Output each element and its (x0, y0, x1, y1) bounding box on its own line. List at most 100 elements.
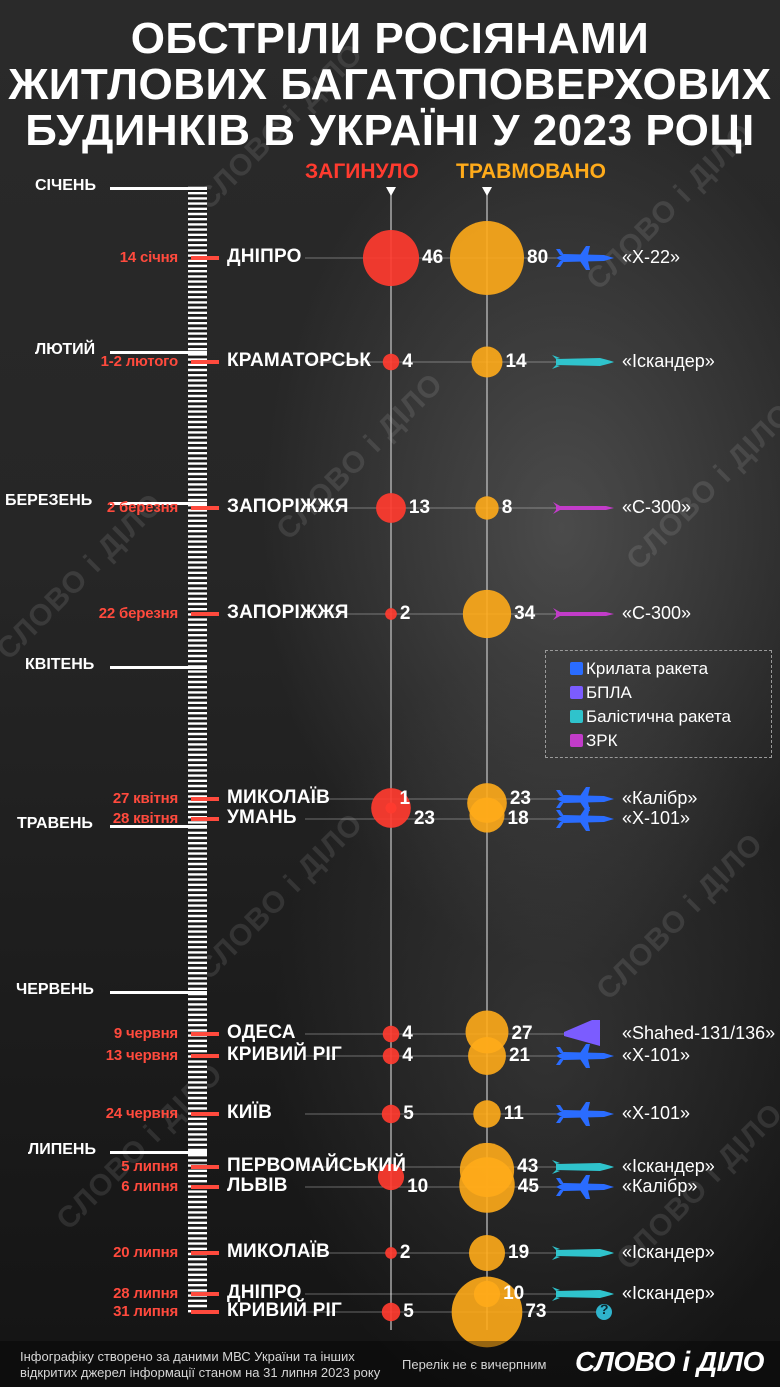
injured-bubble (468, 1234, 506, 1272)
legend-item: Крилата ракета (570, 659, 709, 679)
event-date: 6 липня (121, 1178, 178, 1195)
axis-arrow-icon (482, 187, 492, 196)
weapon-name: «Іскандер» (622, 1283, 715, 1303)
title-line-1: ОБСТРІЛИ РОСІЯНАМИ (130, 14, 650, 63)
unknown-weapon-label: ? (600, 1301, 609, 1317)
event-city: УМАНЬ (227, 807, 297, 828)
drone-icon (564, 1020, 600, 1046)
killed-bubble (385, 608, 397, 620)
weapon-legend: Крилата ракета БПЛА Балістична ракета ЗР… (545, 650, 772, 758)
date-marker (191, 1165, 219, 1169)
killed-count: 23 (413, 808, 435, 829)
event-date: 28 квітня (112, 810, 178, 827)
sam-icon (553, 502, 614, 514)
injured-bubble (459, 1157, 515, 1213)
injured-bubble (451, 1276, 523, 1348)
weapon-name: «Калібр» (622, 1176, 698, 1196)
legend-label: БПЛА (586, 683, 632, 702)
casualty-bubbles (362, 221, 524, 1348)
date-marker (191, 1054, 219, 1058)
killed-bubble (382, 353, 400, 371)
timeline-ruler (188, 186, 207, 1313)
legend-item: ЗРК (570, 731, 618, 751)
injured-count: 18 (507, 808, 529, 829)
killed-bubble (381, 1302, 401, 1322)
ballistic-missile-icon (552, 1160, 614, 1174)
ballistic-missile-icon (552, 1287, 614, 1301)
weapon-name: «Іскандер» (622, 351, 715, 371)
injured-count: 21 (508, 1045, 531, 1066)
injured-count: 23 (509, 788, 531, 809)
month-label: КВІТЕНЬ (25, 656, 95, 673)
date-marker (191, 797, 219, 801)
date-marker (191, 1032, 219, 1036)
killed-count: 13 (408, 497, 431, 518)
month-label: БЕРЕЗЕНЬ (5, 492, 93, 509)
event-date: 13 червня (105, 1047, 179, 1064)
event-city: МИКОЛАЇВ (227, 787, 331, 808)
cruise-missile-icon (556, 807, 614, 831)
event-date: 1-2 лютого (100, 353, 179, 370)
date-marker (191, 1251, 219, 1255)
date-marker (191, 1185, 219, 1189)
month-marker (110, 666, 207, 669)
killed-count: 5 (403, 1103, 414, 1124)
injured-count: 45 (517, 1176, 539, 1197)
killed-count: 2 (399, 603, 411, 624)
event-city: КРАМАТОРСЬК (227, 350, 372, 371)
month-label: ЧЕРВЕНЬ (16, 981, 94, 998)
cruise-missile-swatch (570, 662, 583, 675)
injured-bubble (468, 1037, 506, 1075)
date-marker (191, 506, 219, 510)
injured-count: 73 (525, 1301, 547, 1322)
injured-bubble (473, 1100, 501, 1128)
month-marker (110, 187, 207, 190)
month-marker (110, 351, 207, 354)
date-marker (191, 1292, 219, 1296)
event-date: 9 червня (113, 1025, 178, 1042)
weapon-name: «Іскандер» (622, 1242, 715, 1262)
month-marker (110, 991, 207, 994)
ballistic-missile-icon (552, 355, 614, 369)
cruise-missile-icon (556, 1102, 614, 1126)
injured-count: 11 (503, 1103, 524, 1124)
event-date: 27 квітня (112, 790, 178, 807)
event-connectors (191, 256, 600, 1314)
killed-column-header: ЗАГИНУЛО (305, 160, 419, 183)
event-city: МИКОЛАЇВ (227, 1241, 331, 1262)
killed-count: 10 (407, 1176, 429, 1197)
killed-bubble (382, 1047, 400, 1065)
event-date: 31 липня (113, 1303, 178, 1320)
killed-bubble (376, 493, 406, 523)
unknown-icon (596, 1304, 612, 1320)
footer (0, 1341, 780, 1387)
date-marker (191, 1310, 219, 1314)
month-marker (110, 502, 207, 505)
axis-arrow-icon (386, 187, 396, 196)
weapon-name: «Іскандер» (622, 1156, 715, 1176)
injured-count: 8 (501, 497, 513, 518)
weapon-name: «Х-101» (622, 808, 691, 828)
title-line-3: БУДИНКІВ В УКРАЇНІ У 2023 РОЦІ (25, 106, 755, 155)
killed-count: 4 (402, 1045, 413, 1066)
injured-count: 19 (508, 1242, 530, 1263)
injured-count: 80 (527, 247, 549, 268)
injured-count: 34 (514, 603, 536, 624)
event-city: КРИВИЙ РІГ (227, 1044, 342, 1065)
weapon-name: «Калібр» (622, 788, 698, 808)
weapon-icons (552, 246, 614, 1320)
month-marker (110, 825, 207, 828)
month-label: СІЧЕНЬ (35, 177, 96, 194)
killed-count: 5 (403, 1301, 414, 1322)
cruise-missile-icon (556, 1044, 614, 1068)
page-title: ОБСТРІЛИ РОСІЯНАМИ ЖИТЛОВИХ БАГАТОПОВЕРХ… (0, 16, 780, 154)
killed-count: 46 (422, 247, 444, 268)
killed-count: 2 (399, 1242, 411, 1263)
legend-label: Крилата ракета (586, 659, 709, 678)
legend-item: Балістична ракета (570, 707, 731, 727)
weapon-name: «С-300» (622, 603, 692, 623)
cruise-missile-icon (556, 787, 614, 811)
sam-icon (553, 608, 614, 620)
cruise-missile-icon (556, 1175, 614, 1199)
